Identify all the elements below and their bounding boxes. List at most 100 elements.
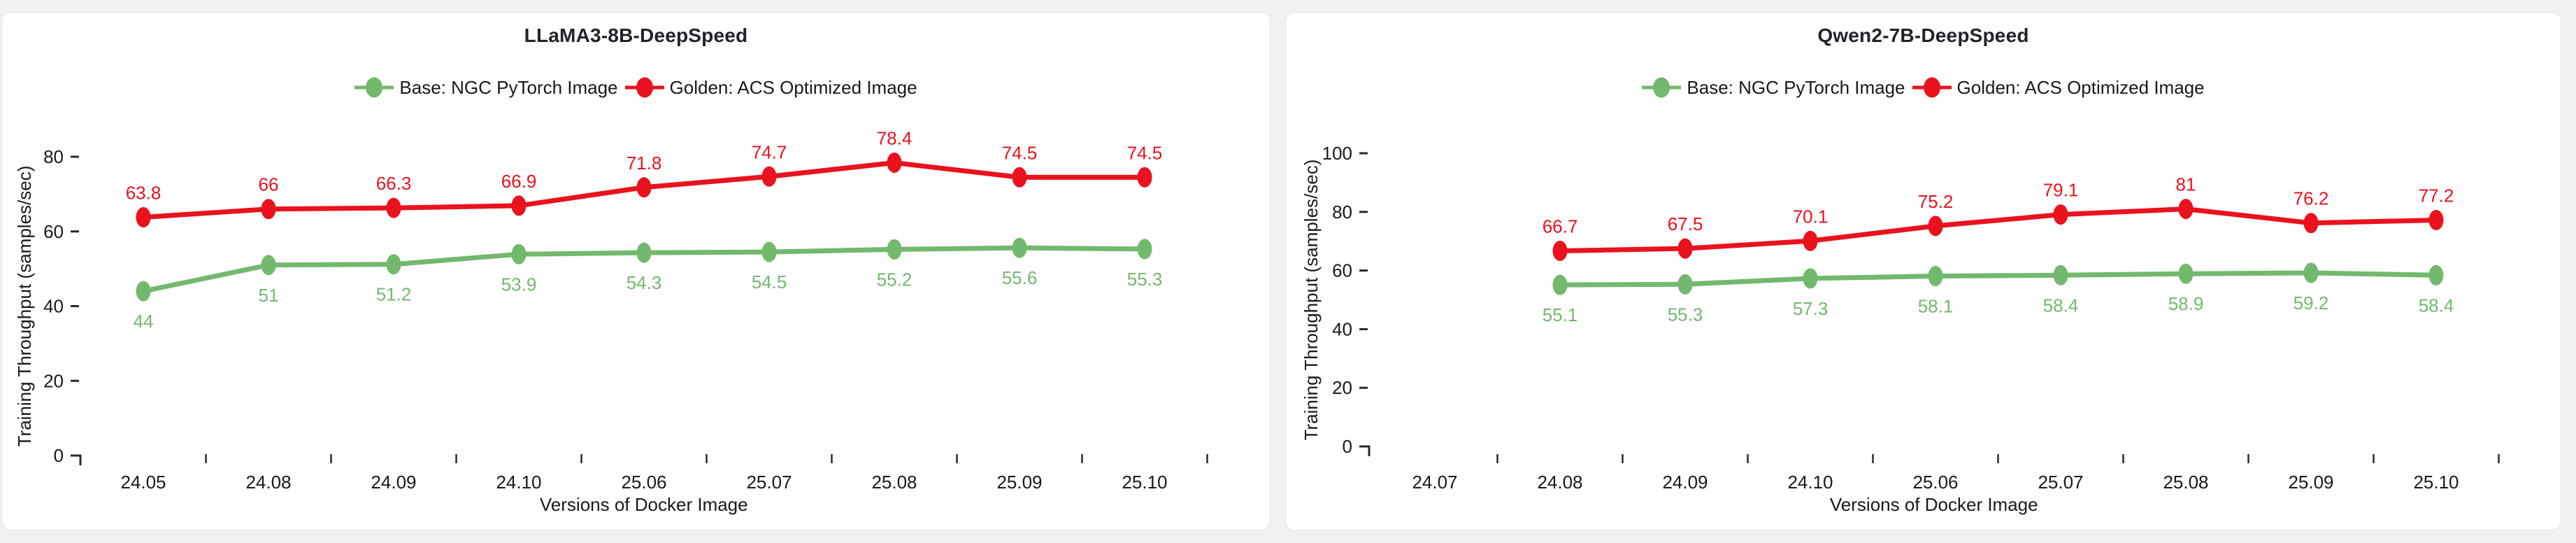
data-point-marker[interactable] (261, 199, 276, 220)
y-tick-label: 60 (43, 221, 64, 242)
y-axis-origin-tick (71, 454, 82, 465)
legend-label-golden: Golden: ACS Optimized Image (1956, 76, 2205, 98)
data-point-marker[interactable] (636, 177, 652, 198)
data-point-marker[interactable] (136, 281, 151, 302)
data-point-marker[interactable] (1677, 274, 1693, 295)
data-point-label: 58.4 (2419, 295, 2454, 316)
data-point-label: 55.6 (1002, 267, 1038, 288)
data-point-marker[interactable] (1803, 268, 1818, 289)
x-tick-label: 25.07 (746, 472, 792, 493)
legend-item-golden[interactable]: Golden: ACS Optimized Image (1912, 74, 2205, 101)
series-line (1557, 206, 2439, 254)
data-point-label: 66 (259, 174, 279, 195)
data-point-marker[interactable] (1677, 238, 1693, 259)
legend-marker-base-icon (1642, 77, 1682, 98)
x-tick-label: 24.05 (120, 472, 166, 493)
chart-panel-qwen2: Qwen2-7B-DeepSpeed Base: NGC PyTorch Ima… (1285, 12, 2561, 530)
data-point-marker[interactable] (1928, 266, 1943, 287)
data-point-marker[interactable] (636, 242, 652, 263)
data-point-label: 79.1 (2043, 180, 2079, 201)
data-point-marker[interactable] (2428, 210, 2444, 231)
data-point-label: 66.7 (1543, 216, 1578, 237)
data-point-label: 53.9 (501, 274, 537, 295)
data-point-marker[interactable] (1012, 237, 1027, 258)
data-point-label: 51 (259, 285, 279, 306)
legend-item-base[interactable]: Base: NGC PyTorch Image (1642, 74, 1905, 101)
x-tick-label: 25.09 (996, 472, 1042, 493)
data-point-label: 55.1 (1543, 304, 1578, 325)
data-point-marker[interactable] (761, 166, 777, 187)
legend-marker-golden-icon (1912, 77, 1952, 98)
data-point-marker[interactable] (1552, 241, 1568, 262)
x-tick-label: 24.10 (1787, 472, 1833, 493)
y-axis-title: Training Throughput (samples/sec) (14, 166, 35, 447)
legend-item-base[interactable]: Base: NGC PyTorch Image (355, 74, 618, 101)
data-point-marker[interactable] (1552, 274, 1568, 295)
data-point-marker[interactable] (1803, 230, 1818, 251)
data-point-label: 58.4 (2043, 295, 2079, 316)
data-point-marker[interactable] (261, 255, 276, 276)
legend-label-base: Base: NGC PyTorch Image (399, 76, 618, 98)
legend-label-base: Base: NGC PyTorch Image (1687, 76, 1905, 98)
data-point-marker[interactable] (887, 153, 902, 174)
y-tick-label: 20 (1332, 377, 1352, 398)
x-tick-label: 24.09 (1662, 472, 1708, 493)
y-tick-label: 0 (1343, 436, 1352, 457)
data-point-marker[interactable] (1928, 216, 1943, 237)
data-point-label: 51.2 (376, 284, 412, 305)
y-axis-title: Training Throughput (samples/sec) (1301, 160, 1322, 441)
data-point-marker[interactable] (2053, 265, 2068, 285)
data-point-marker[interactable] (511, 244, 527, 265)
x-tick-label: 24.10 (496, 472, 541, 493)
data-point-marker[interactable] (2303, 262, 2319, 283)
chart-title-llama3: LLaMA3-8B-DeepSpeed (524, 24, 748, 46)
x-tick-label: 25.07 (2038, 472, 2083, 493)
data-point-marker[interactable] (2303, 213, 2319, 234)
data-point-label: 63.8 (126, 182, 162, 203)
data-point-label: 74.5 (1002, 142, 1038, 163)
data-point-label: 74.7 (752, 141, 787, 162)
data-point-marker[interactable] (136, 206, 151, 227)
x-tick-label: 24.09 (371, 472, 416, 493)
y-tick-label: 60 (1332, 260, 1352, 281)
x-tick-label: 25.06 (621, 472, 666, 493)
data-point-label: 66.3 (376, 173, 412, 194)
y-axis-origin-tick (1359, 445, 1371, 456)
x-axis-title: Versions of Docker Image (540, 494, 748, 515)
data-point-label: 75.2 (1918, 191, 1954, 212)
data-point-marker[interactable] (1137, 239, 1152, 260)
data-point-marker[interactable] (887, 239, 902, 260)
data-point-marker[interactable] (761, 241, 777, 262)
x-tick-label: 25.08 (871, 472, 917, 493)
legend-item-golden[interactable]: Golden: ACS Optimized Image (624, 74, 917, 101)
data-point-marker[interactable] (2053, 204, 2068, 225)
y-tick-label: 40 (1332, 318, 1352, 339)
y-tick-label: 20 (43, 370, 64, 391)
data-point-marker[interactable] (386, 254, 401, 275)
x-tick-label: 25.08 (2163, 472, 2208, 493)
legend-marker-base-icon (355, 77, 394, 98)
x-tick-label: 25.10 (1122, 472, 1167, 493)
data-point-label: 54.5 (752, 272, 787, 292)
data-point-label: 71.8 (627, 153, 662, 174)
data-point-marker[interactable] (2178, 199, 2194, 220)
x-tick-label: 24.08 (245, 472, 291, 493)
x-tick-label: 25.06 (1912, 472, 1958, 493)
x-axis-title: Versions of Docker Image (1830, 494, 2038, 515)
series-line (1557, 270, 2439, 288)
data-point-marker[interactable] (2428, 265, 2444, 285)
data-point-marker[interactable] (386, 197, 401, 218)
data-point-label: 55.3 (1668, 304, 1703, 325)
data-point-marker[interactable] (511, 195, 527, 216)
chart-title-qwen2: Qwen2-7B-DeepSpeed (1817, 24, 2029, 46)
data-point-marker[interactable] (1137, 167, 1152, 188)
data-point-label: 59.2 (2294, 292, 2329, 313)
data-point-label: 57.3 (1793, 298, 1829, 319)
data-point-marker[interactable] (2178, 263, 2194, 284)
legend-llama3: Base: NGC PyTorch Image Golden: ACS Opti… (2, 74, 1270, 101)
legend-qwen2: Base: NGC PyTorch Image Golden: ACS Opti… (1286, 74, 2561, 101)
data-point-label: 55.3 (1127, 269, 1163, 290)
data-point-label: 67.5 (1668, 213, 1703, 234)
x-tick-label: 25.10 (2413, 472, 2459, 493)
data-point-marker[interactable] (1012, 167, 1027, 188)
